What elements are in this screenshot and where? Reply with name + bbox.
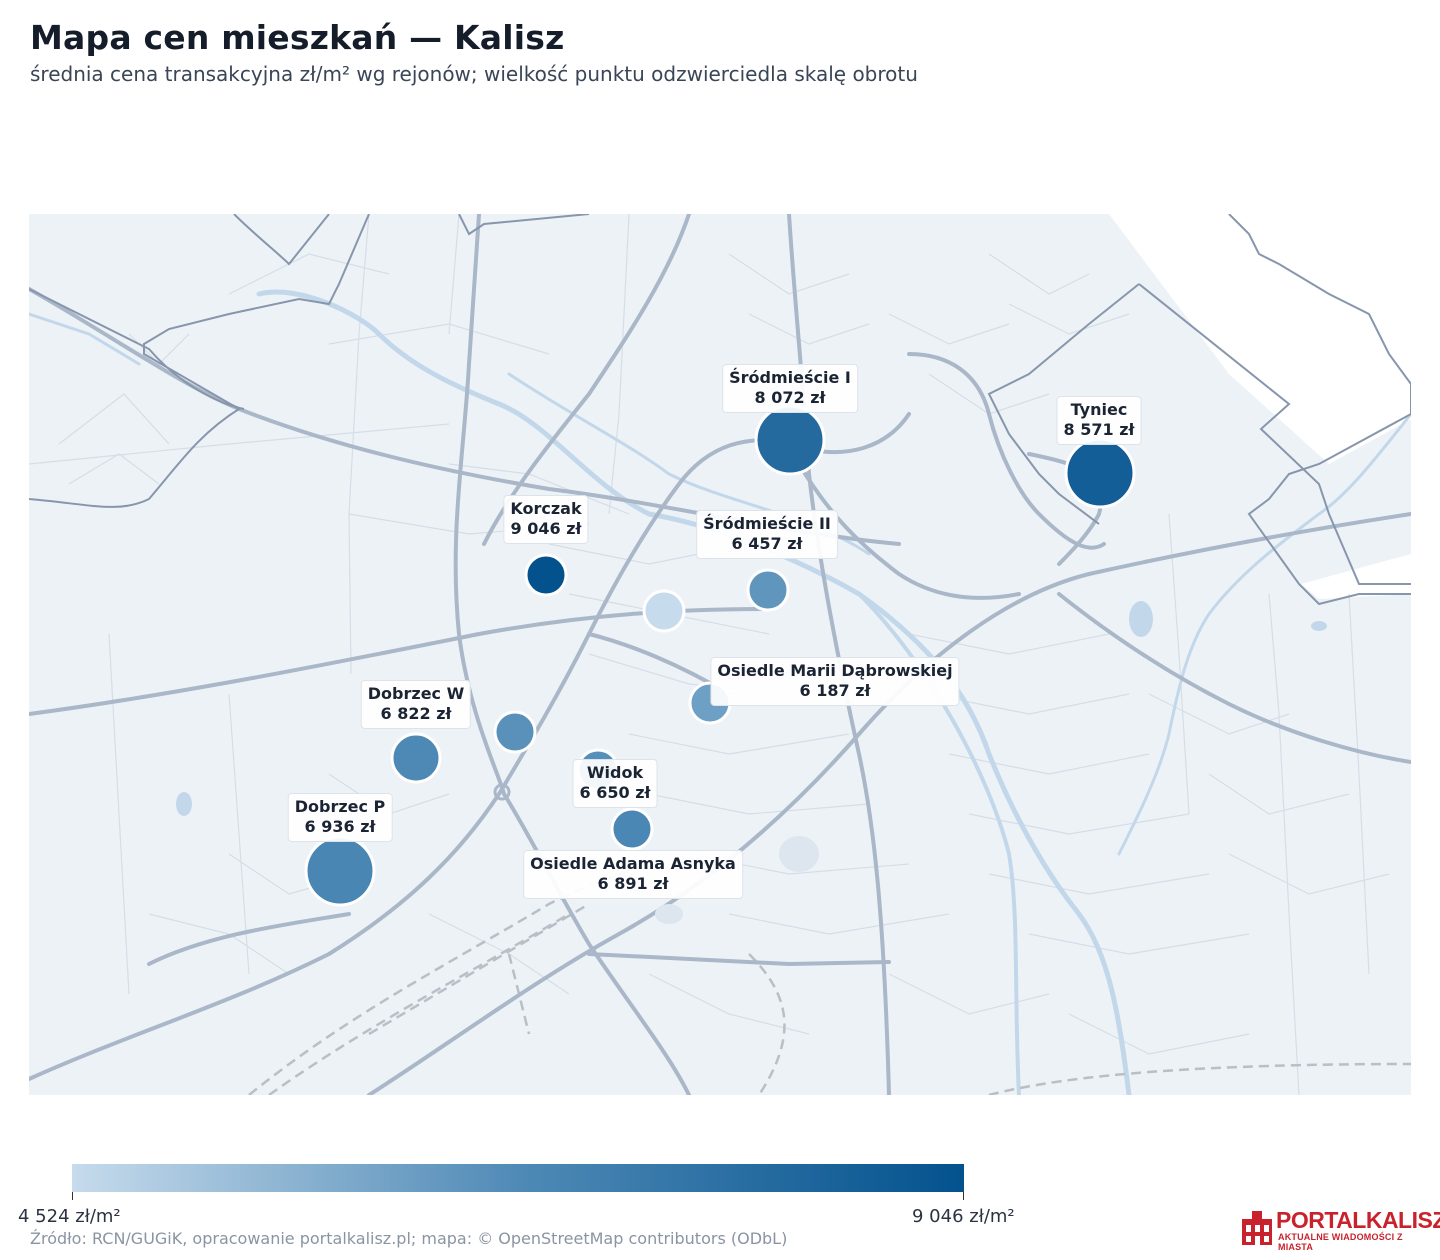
price-point[interactable] (1064, 437, 1136, 509)
label-korczak: Korczak 9 046 zł (503, 495, 589, 544)
logo-town-hall-icon (1242, 1211, 1272, 1245)
boundary-west (29, 288, 245, 410)
outside-area-north-east (1109, 214, 1411, 464)
map-background (29, 214, 1411, 1095)
price-point[interactable] (390, 732, 442, 784)
label-widok: Widok 6 650 zł (572, 759, 658, 808)
price-point[interactable] (524, 553, 568, 597)
boundary-east (1138, 283, 1411, 585)
source-note: Źródło: RCN/GUGiK, opracowanie portalkal… (30, 1229, 788, 1248)
page-subtitle: średnia cena transakcyjna zł/m² wg rejon… (30, 62, 918, 86)
price-point[interactable] (304, 835, 376, 907)
label-tyniec: Tyniec 8 571 zł (1056, 396, 1142, 445)
logo-tagline: AKTUALNE WIADOMOŚCI Z MIASTA (1278, 1232, 1403, 1252)
ponds (176, 601, 1327, 816)
page-title: Mapa cen mieszkań — Kalisz (30, 18, 565, 57)
minor-streets (29, 214, 1390, 1095)
city-boundary (29, 214, 1411, 606)
roundabout-icon (493, 783, 511, 801)
color-legend-bar (72, 1164, 964, 1192)
legend-max-label: 9 046 zł/m² (912, 1206, 1015, 1227)
price-point[interactable] (642, 589, 686, 633)
color-legend (72, 1164, 964, 1200)
label-srodmiescie-2: Śródmieście II 6 457 zł (696, 510, 838, 559)
price-point[interactable] (610, 807, 654, 851)
label-osiedle-marii-dabrowskiej: Osiedle Marii Dąbrowskiej 6 187 zł (710, 657, 960, 706)
legend-min-label: 4 524 zł/m² (18, 1206, 121, 1227)
green-areas (655, 836, 819, 924)
map-basemap (29, 214, 1411, 1095)
label-osiedle-adama-asnyka: Osiedle Adama Asnyka 6 891 zł (523, 850, 743, 899)
portalkalisz-logo[interactable]: PORTALKALISZ AKTUALNE WIADOMOŚCI Z MIAST… (1240, 1207, 1440, 1252)
logo-wordmark: PORTALKALISZ (1276, 1207, 1440, 1233)
price-point[interactable] (754, 404, 826, 476)
price-point[interactable] (493, 710, 537, 754)
legend-tick-min (72, 1192, 73, 1200)
price-point[interactable] (746, 568, 790, 612)
legend-tick-max (963, 1192, 964, 1200)
